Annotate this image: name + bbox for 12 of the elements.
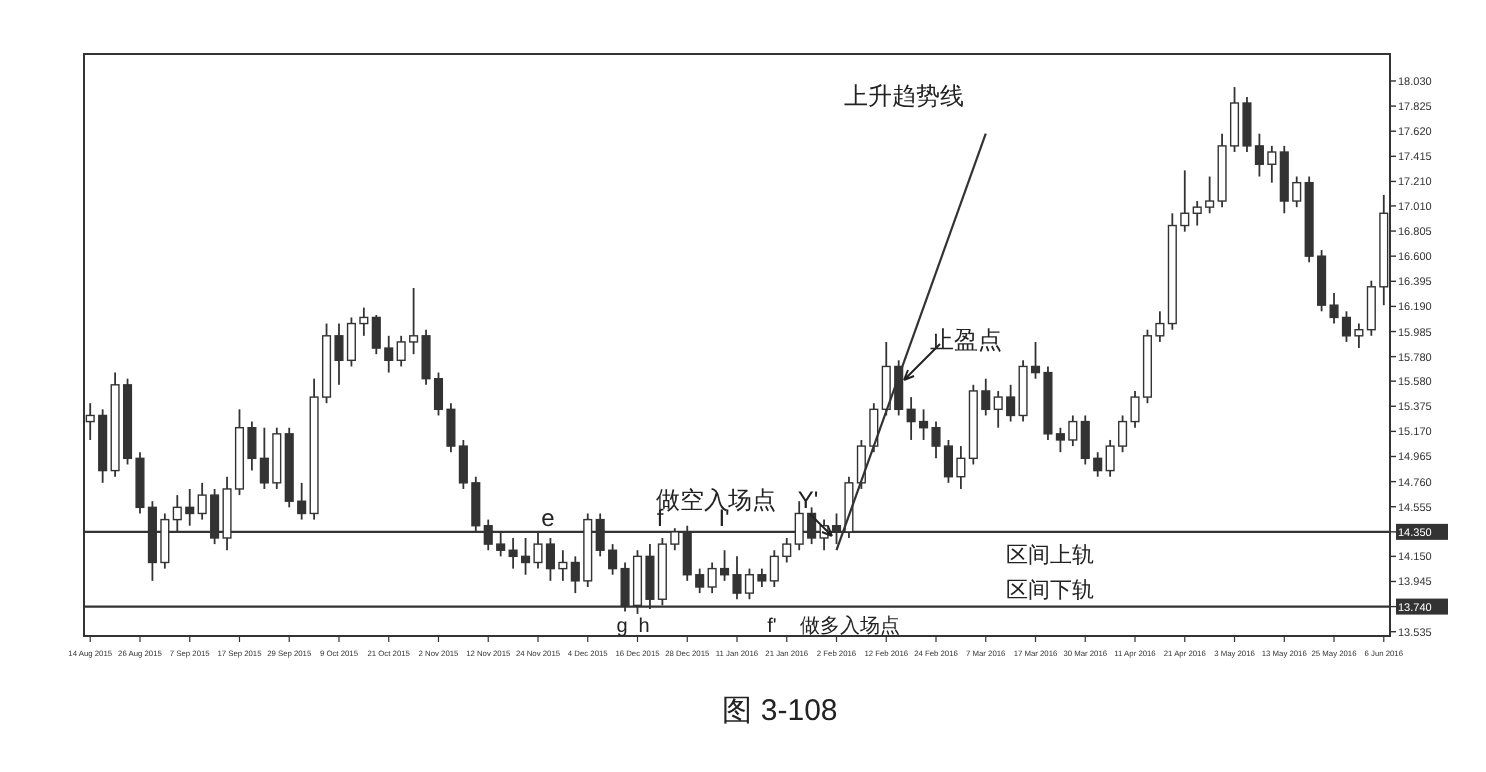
annotation: h	[638, 616, 650, 638]
ref-line-label: 区间上轨	[1006, 541, 1094, 568]
annotation: e	[541, 504, 556, 532]
ref-line-label: 区间下轨	[1006, 578, 1094, 603]
annotation: Y'	[797, 486, 819, 514]
caption: 图 3-108	[722, 694, 838, 728]
annotation: g	[616, 616, 628, 638]
annotation: 止盈点	[930, 326, 1002, 354]
annotation: 上升趋势线	[844, 82, 964, 110]
annotation: 做空入场点	[656, 486, 776, 514]
annotation: 做多入场点	[800, 614, 900, 638]
annotation: f'	[767, 616, 777, 638]
